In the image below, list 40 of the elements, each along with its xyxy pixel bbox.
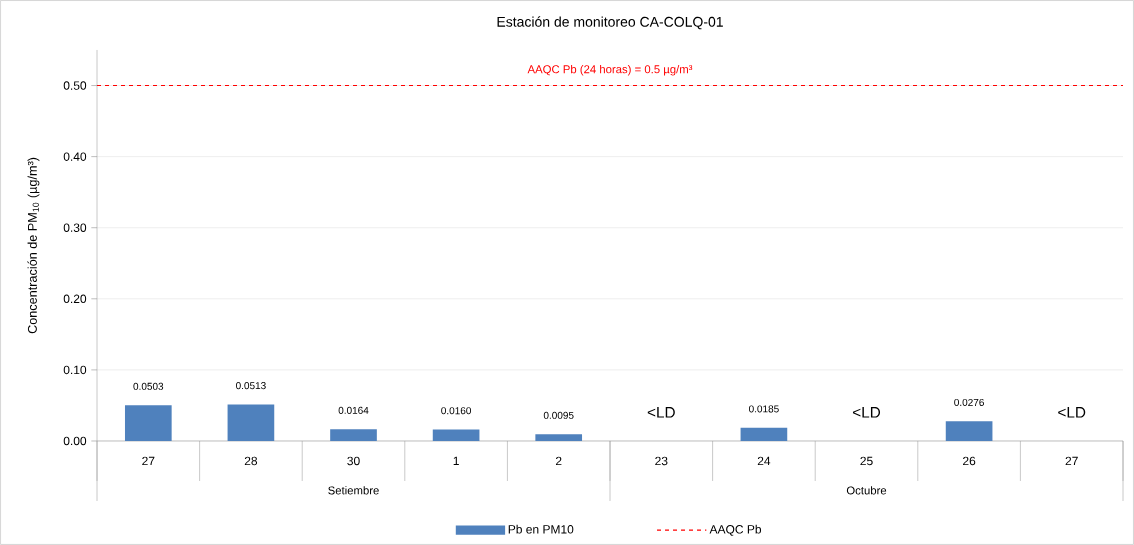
bar — [124, 405, 172, 441]
data-label: 0.0164 — [338, 406, 369, 414]
y-tick-label: 0.50 — [63, 81, 87, 90]
y-tick-label: 0.20 — [63, 294, 87, 304]
legend-label: Pb en PM10 — [508, 524, 574, 534]
y-tick-label: 0.30 — [63, 223, 87, 232]
x-tick-label: 26 — [963, 456, 976, 466]
y-tick-label: 0.10 — [63, 365, 87, 375]
bar — [535, 434, 583, 441]
x-tick-label: 23 — [655, 456, 668, 466]
x-tick-label: 30 — [347, 456, 360, 466]
text: Octubre — [846, 486, 887, 495]
x-tick-label: 27 — [142, 456, 155, 466]
x-tick-label: 2 — [555, 456, 562, 466]
bar — [740, 427, 788, 441]
data-label: 0.0185 — [749, 405, 779, 413]
x-tick-label: 27 — [1065, 456, 1078, 466]
x-tick-label: 25 — [860, 456, 873, 466]
text: <LD — [1058, 407, 1086, 418]
text: Setiembre — [328, 486, 379, 495]
y-tick-label: 0.00 — [63, 436, 87, 446]
x-tick-label: 24 — [757, 456, 771, 466]
text: <LD — [647, 407, 675, 418]
bar — [432, 429, 480, 441]
legend-label: AAQC Pb — [709, 524, 762, 536]
bar — [330, 429, 377, 441]
data-label: 0.0503 — [133, 382, 164, 390]
bar — [227, 404, 275, 441]
chart-title: Estación de monitoreo CA-COLQ-01 — [497, 16, 723, 30]
data-label: 0.0276 — [954, 398, 984, 406]
data-label: 0.0513 — [236, 382, 266, 390]
annotation: AAQC Pb (24 horas) = 0.5 µg/m³ — [527, 64, 693, 76]
x-tick-label: 28 — [244, 456, 258, 466]
y-tick-label: 0.40 — [63, 152, 87, 161]
data-label: 0.0095 — [543, 411, 574, 419]
data-label: 0.0160 — [441, 407, 471, 415]
x-tick-label: 1 — [453, 456, 459, 465]
y-axis-title: Concentración de PM$_{10}$ (µg/m³) — [27, 157, 40, 334]
text: <LD — [852, 407, 881, 418]
bar — [945, 421, 993, 441]
